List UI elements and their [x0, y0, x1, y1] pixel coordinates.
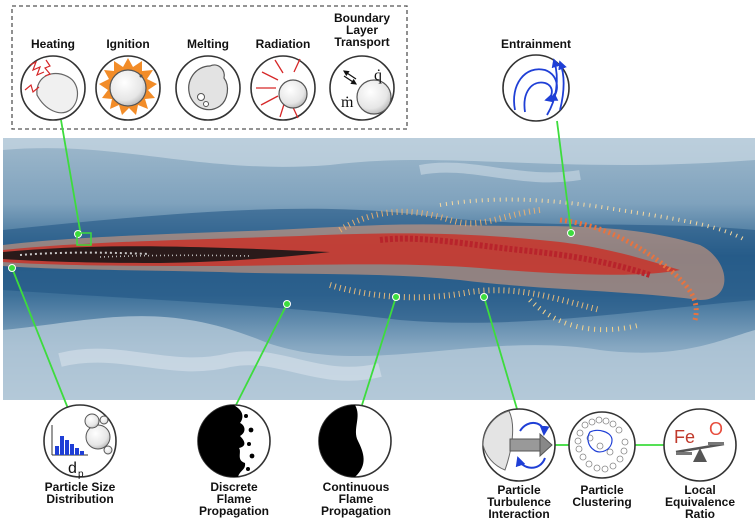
continuous-flame-icon — [318, 404, 392, 478]
flame-jet — [3, 197, 747, 333]
entrainment-label: Entrainment — [500, 37, 571, 51]
turbulence-label: Particle Turbulence Interaction — [487, 483, 551, 521]
equivalence-label: Local Equivalence Ratio — [664, 483, 736, 521]
ignition-icon — [95, 55, 161, 121]
turbulence-interaction-icon — [482, 408, 556, 482]
clustering-label: Particle Clustering — [572, 483, 632, 509]
ignition-label: Ignition — [106, 37, 150, 51]
o-symbol: O — [709, 419, 723, 439]
equivalence-ratio-icon — [663, 408, 737, 482]
discrete-flame-icon — [197, 404, 271, 478]
melting-icon — [175, 55, 241, 121]
psd-label: Particle Size Distribution — [44, 480, 116, 506]
particle-size-distribution-icon — [43, 404, 117, 478]
dp-subscript: p — [78, 469, 84, 480]
boundary-layer-label: Boundary Layer Transport — [333, 11, 390, 49]
heating-label: Heating — [30, 37, 75, 51]
entrainment-icon — [502, 54, 570, 122]
continuous-flame-label: Continuous Flame Propagation — [320, 480, 391, 518]
fe-symbol: Fe — [674, 427, 695, 447]
radiation-icon — [250, 55, 316, 121]
dp-symbol: d — [68, 460, 77, 477]
mechanism-group-box — [11, 5, 408, 130]
q-dot-symbol: q̇ — [374, 67, 382, 84]
discrete-flame-label: Discrete Flame Propagation — [198, 480, 269, 518]
boundary-layer-icon — [329, 55, 395, 121]
m-dot-symbol: ṁ — [341, 94, 354, 111]
heating-icon — [20, 55, 86, 121]
radiation-label: Radiation — [255, 37, 311, 51]
heating-zoom-box — [76, 232, 92, 246]
melting-label: Melting — [187, 37, 229, 51]
particle-clustering-icon — [568, 411, 636, 479]
